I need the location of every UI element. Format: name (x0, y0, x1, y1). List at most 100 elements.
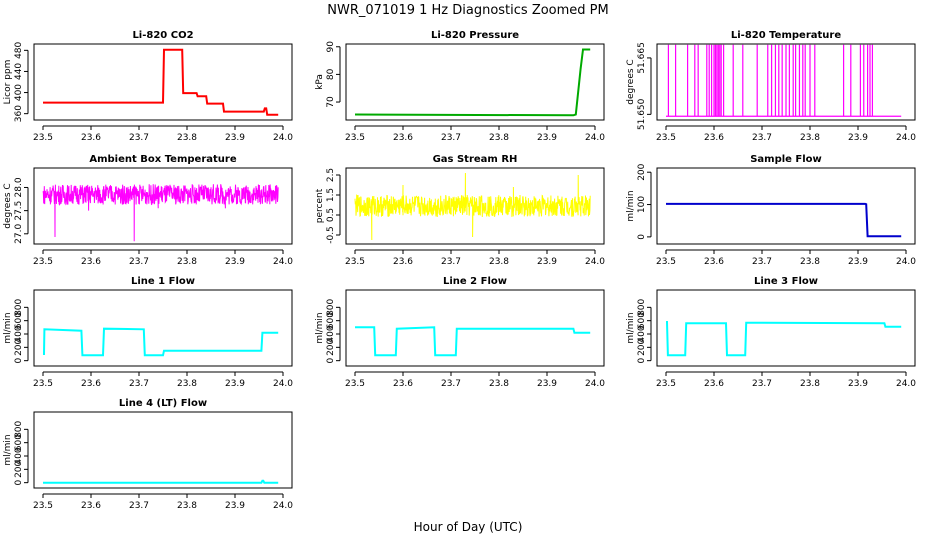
x-tick-label: 23.9 (537, 257, 557, 267)
panel-6: Sample Flow ml/min 23.5 23.6 23.7 23.8 23.9 24.… (626, 154, 916, 267)
y-tick-label: 0 (637, 358, 647, 364)
x-tick-label: 23.7 (129, 379, 149, 389)
x-tick-label: 23.5 (345, 257, 365, 267)
y-tick-label: 400 (14, 84, 24, 101)
y-tick-label: 90 (326, 41, 336, 53)
y-tick-label: 800 (14, 298, 24, 315)
x-tick-label: 23.5 (33, 501, 53, 511)
y-tick-label: 0 (14, 358, 24, 364)
plot-frame (33, 411, 293, 489)
y-tick-label: 0.5 (326, 208, 336, 222)
y-tick-label: 70 (326, 96, 336, 108)
series-line (43, 48, 279, 116)
panel-2: Li-820 Pressure kPa 23.5 23.6 23.7 23.8 23.9 24… (315, 30, 605, 143)
panel-7: Line 1 Flow ml/min 23.5 23.6 23.7 23.8 23.9 24.… (3, 276, 293, 389)
y-axis-label: Licor ppm (3, 60, 13, 105)
x-tick-label: 23.6 (393, 133, 413, 143)
plot-area (355, 326, 591, 357)
plot-frame (345, 167, 605, 245)
x-tick-label: 23.6 (81, 133, 101, 143)
x-tick-label: 23.9 (225, 379, 245, 389)
series-line (42, 184, 279, 242)
series-line (355, 326, 591, 357)
y-tick-label: 440 (14, 63, 24, 80)
x-tick-label: 23.9 (537, 133, 557, 143)
x-tick-label: 24.0 (585, 257, 605, 267)
x-tick-label: 23.7 (129, 133, 149, 143)
panel-4: Ambient Box Temperature degrees C 23.5 23.6… (3, 154, 293, 267)
x-tick-label: 23.7 (441, 257, 461, 267)
y-tick-label: 800 (326, 298, 336, 315)
plot-frame (33, 167, 293, 245)
y-tick-label: 28.0 (14, 177, 24, 197)
plot-frame (345, 289, 605, 367)
y-tick-label: 600 (637, 312, 647, 329)
y-tick-label: 0 (326, 358, 336, 364)
plot-area (354, 48, 591, 117)
y-axis-label: ml/min (315, 312, 325, 343)
panel-3: Li-820 Temperature degrees C 23.5 23.6 23.7 2… (626, 30, 916, 143)
panel-title: Ambient Box Temperature (89, 154, 236, 165)
x-tick-label: 23.8 (800, 379, 820, 389)
series-line (666, 44, 902, 117)
x-tick-label: 23.7 (441, 379, 461, 389)
x-tick-label: 24.0 (273, 133, 293, 143)
x-tick-label: 23.9 (848, 379, 868, 389)
x-tick-label: 23.7 (441, 133, 461, 143)
y-tick-label: 800 (14, 420, 24, 437)
series-line (354, 48, 591, 117)
y-tick-label: 400 (326, 325, 336, 342)
x-tick-label: 23.5 (33, 379, 53, 389)
y-tick-label: 2.5 (326, 168, 336, 182)
y-tick-label: 400 (14, 447, 24, 464)
x-tick-label: 23.6 (704, 257, 724, 267)
panels: Li-820 CO2 Licor ppm 23.5 23.6 23.7 23.8 23.9 2… (3, 30, 916, 511)
y-tick-label: 200 (637, 338, 647, 355)
plot-frame (656, 43, 916, 121)
y-tick-label: 27.0 (14, 224, 24, 244)
panel-9: Line 3 Flow ml/min 23.5 23.6 23.7 23.8 23.9 24.… (626, 276, 916, 389)
x-tick-label: 24.0 (273, 379, 293, 389)
x-tick-label: 23.6 (393, 257, 413, 267)
plot-area (666, 321, 902, 357)
panel-title: Li-820 CO2 (132, 30, 193, 41)
y-tick-label: 600 (14, 312, 24, 329)
series-line (43, 327, 279, 357)
y-tick-label: 360 (14, 105, 24, 122)
x-tick-label: 23.6 (704, 133, 724, 143)
x-tick-label: 23.9 (848, 133, 868, 143)
y-tick-label: 600 (14, 434, 24, 451)
x-tick-label: 24.0 (585, 379, 605, 389)
y-tick-label: 200 (637, 163, 647, 180)
y-tick-label: 51.665 (637, 42, 647, 74)
x-tick-label: 23.8 (489, 257, 509, 267)
panel-title: Line 2 Flow (443, 276, 507, 287)
y-tick-label: 200 (326, 338, 336, 355)
x-tick-label: 23.9 (537, 379, 557, 389)
x-tick-label: 23.9 (225, 133, 245, 143)
panel-5: Gas Stream RH percent 23.5 23.6 23.7 23.8 23.9… (315, 154, 605, 267)
x-tick-label: 23.5 (33, 133, 53, 143)
plot-area (43, 479, 279, 484)
series-line (666, 202, 902, 238)
x-tick-label: 24.0 (273, 257, 293, 267)
y-tick-label: 600 (326, 312, 336, 329)
y-tick-label: 0 (637, 234, 647, 240)
y-tick-label: 400 (637, 325, 647, 342)
panel-10: Line 4 (LT) Flow ml/min 23.5 23.6 23.7 23.8 23… (3, 398, 293, 511)
plot-frame (33, 43, 293, 121)
x-tick-label: 23.6 (81, 379, 101, 389)
plot-frame (345, 43, 605, 121)
y-axis-label: ml/min (3, 434, 13, 465)
plot-area (43, 48, 279, 116)
panel-title: Line 3 Flow (754, 276, 818, 287)
y-tick-label: 80 (326, 68, 336, 80)
x-tick-label: 23.6 (393, 379, 413, 389)
series-line (354, 172, 591, 241)
y-axis-label: ml/min (626, 190, 636, 221)
panel-title: Li-820 Pressure (431, 30, 519, 41)
plot-frame (33, 289, 293, 367)
x-tick-label: 23.7 (129, 501, 149, 511)
panel-title: Gas Stream RH (433, 154, 518, 165)
y-axis-label: percent (315, 188, 325, 223)
